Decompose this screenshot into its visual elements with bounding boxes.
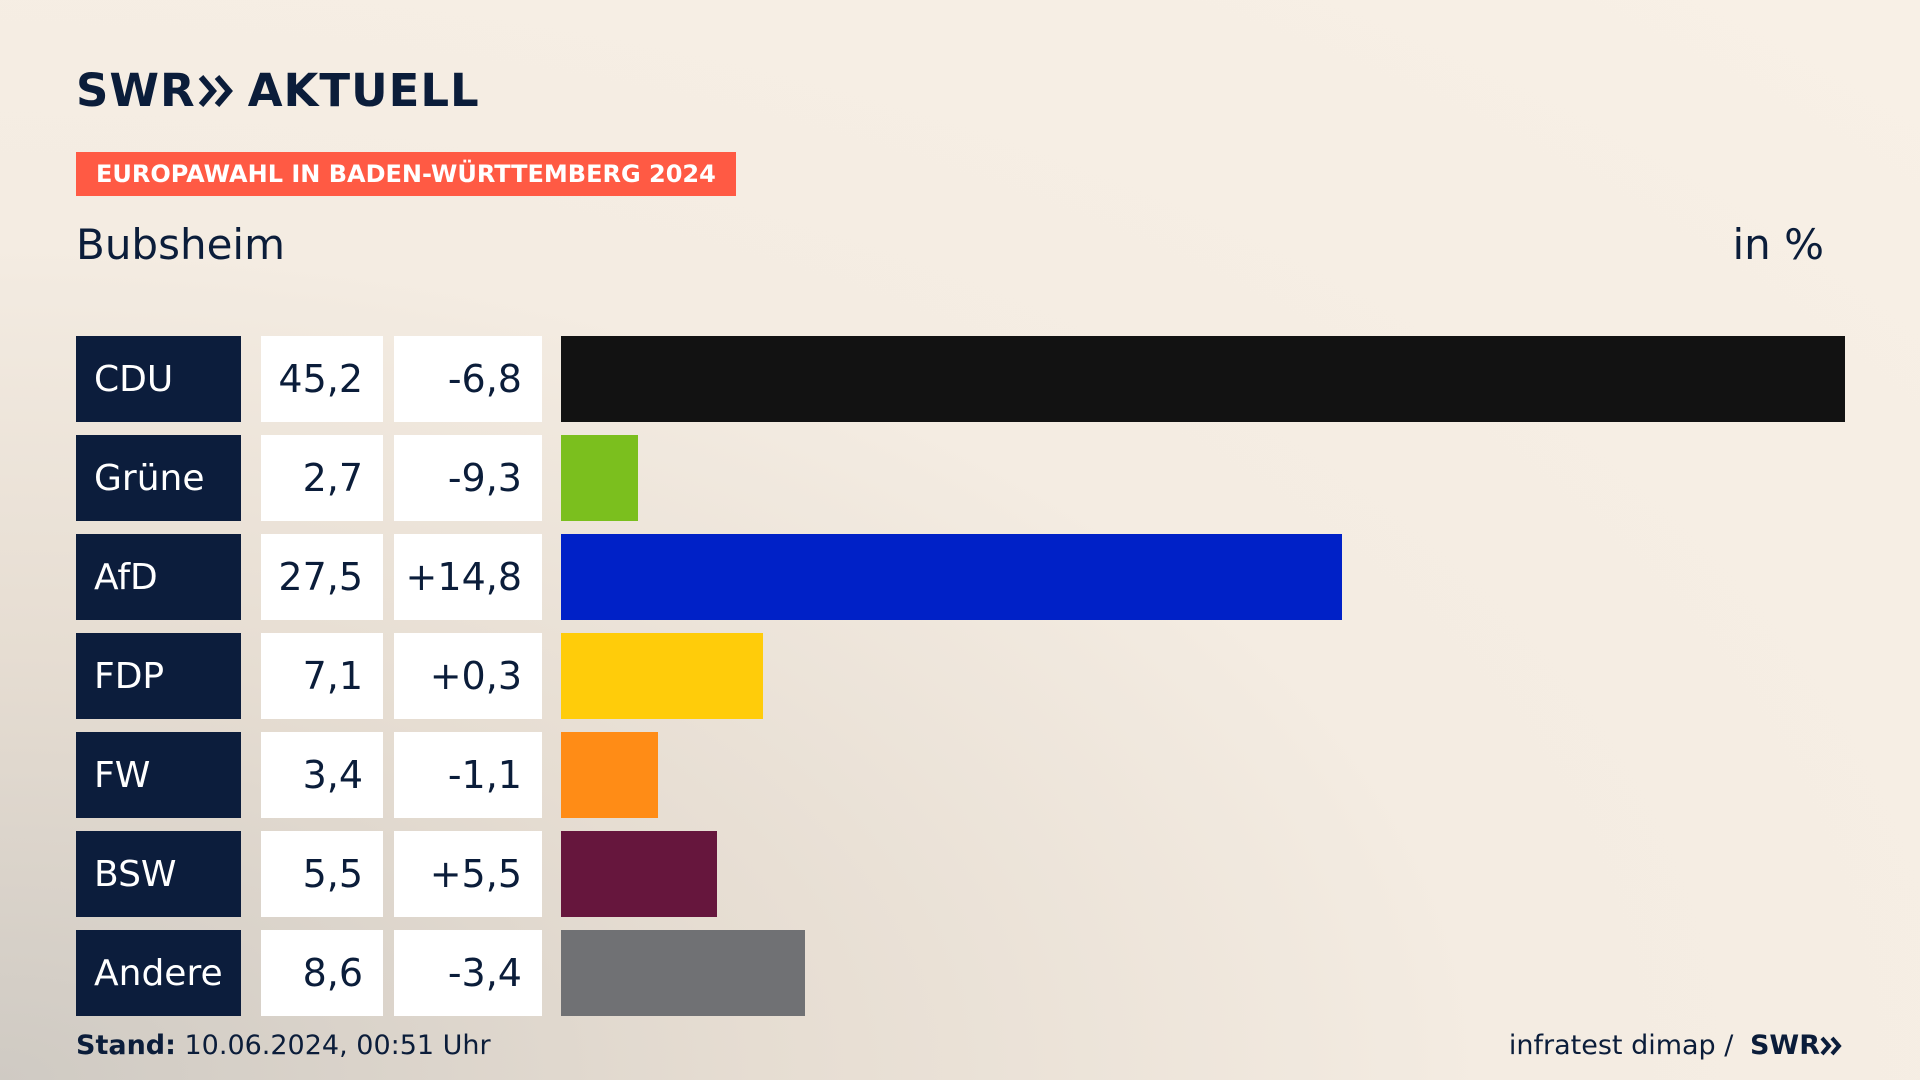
- vote-share-value: 45,2: [261, 336, 383, 422]
- party-label: Andere: [76, 930, 241, 1016]
- vote-share-value: 2,7: [261, 435, 383, 521]
- result-bar: [561, 831, 718, 917]
- party-label: CDU: [76, 336, 241, 422]
- vote-change-value: -9,3: [394, 435, 542, 521]
- party-label: FW: [76, 732, 241, 818]
- double-chevron-icon: [198, 73, 238, 109]
- stand-value: 10.06.2024, 00:51 Uhr: [175, 1030, 491, 1061]
- vote-share-value: 5,5: [261, 831, 383, 917]
- footer-source: infratest dimap / SWR: [1509, 1030, 1844, 1061]
- result-bar: [561, 435, 638, 521]
- result-bar: [561, 534, 1343, 620]
- party-label: Grüne: [76, 435, 241, 521]
- vote-share-value: 8,6: [261, 930, 383, 1016]
- logo-aktuell-text: AKTUELL: [247, 64, 480, 117]
- small-double-chevron-icon: [1820, 1036, 1842, 1055]
- result-bar: [561, 336, 1845, 422]
- swr-aktuell-logo: SWR AKTUELL: [76, 64, 480, 117]
- source-brand-logo: SWR: [1750, 1030, 1844, 1061]
- party-label: BSW: [76, 831, 241, 917]
- logo-swr-text: SWR: [76, 64, 196, 117]
- stand-label: Stand:: [76, 1030, 176, 1061]
- vote-share-value: 27,5: [261, 534, 383, 620]
- vote-change-value: -3,4: [394, 930, 542, 1016]
- source-text: infratest dimap /: [1508, 1030, 1742, 1061]
- place-title: Bubsheim: [76, 220, 286, 269]
- vote-change-value: -1,1: [394, 732, 542, 818]
- election-banner: EUROPAWAHL IN BADEN-WÜRTTEMBERG 2024: [76, 152, 736, 196]
- vote-share-value: 7,1: [261, 633, 383, 719]
- party-label: AfD: [76, 534, 241, 620]
- party-label: FDP: [76, 633, 241, 719]
- unit-label: in %: [1732, 220, 1824, 269]
- result-bar: [561, 930, 806, 1016]
- result-bar: [561, 633, 763, 719]
- result-bar: [561, 732, 658, 818]
- vote-change-value: +14,8: [394, 534, 542, 620]
- vote-share-value: 3,4: [261, 732, 383, 818]
- vote-change-value: -6,8: [394, 336, 542, 422]
- source-brand-text: SWR: [1749, 1030, 1820, 1061]
- footer-stand: Stand: 10.06.2024, 00:51 Uhr: [76, 1030, 491, 1061]
- vote-change-value: +0,3: [394, 633, 542, 719]
- vote-change-value: +5,5: [394, 831, 542, 917]
